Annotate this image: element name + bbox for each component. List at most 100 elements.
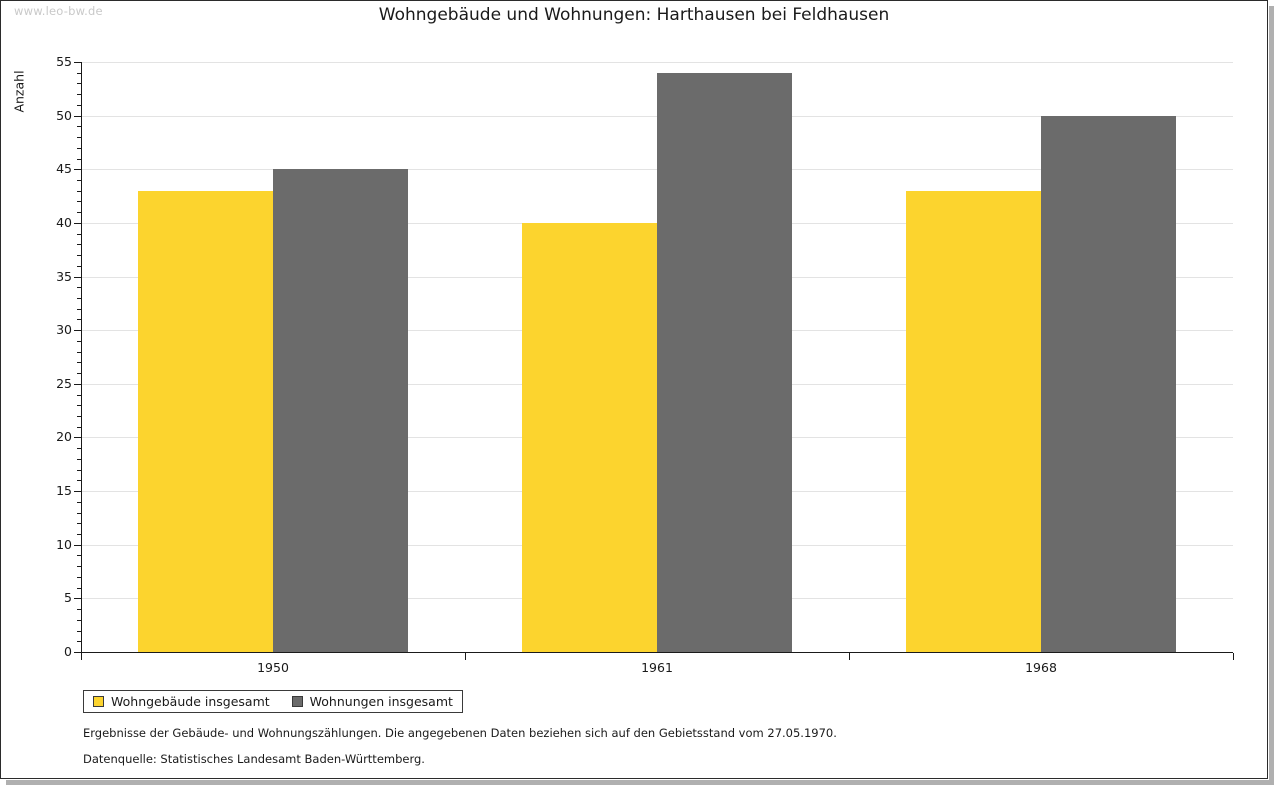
x-tick bbox=[849, 653, 850, 660]
x-tick-label: 1968 bbox=[1025, 660, 1057, 675]
y-tick-minor bbox=[77, 265, 81, 267]
y-tick-minor bbox=[77, 416, 81, 417]
y-tick-minor bbox=[77, 351, 81, 353]
y-tick-label: 45 bbox=[56, 161, 72, 177]
y-tick-minor bbox=[77, 534, 81, 535]
legend-swatch-icon bbox=[93, 695, 104, 707]
chart-legend: Wohngebäude insgesamt Wohnungen insgesamt bbox=[83, 690, 463, 713]
x-tick bbox=[465, 653, 466, 660]
watermark-text: www.leo-bw.de bbox=[14, 4, 103, 18]
y-tick-minor bbox=[77, 180, 81, 181]
y-tick-minor bbox=[77, 394, 81, 396]
y-tick-minor bbox=[77, 190, 81, 192]
y-tick-minor bbox=[77, 619, 81, 621]
bar bbox=[522, 222, 657, 652]
legend-label: Wohnungen insgesamt bbox=[309, 693, 453, 709]
frame-shadow-right bbox=[1269, 6, 1274, 785]
x-tick-label: 1961 bbox=[641, 660, 673, 675]
y-tick-label: 25 bbox=[56, 375, 72, 391]
y-tick-minor bbox=[77, 83, 81, 85]
y-tick-minor bbox=[77, 501, 81, 503]
bar bbox=[906, 190, 1041, 652]
y-tick-major bbox=[74, 598, 81, 600]
y-tick-minor bbox=[77, 576, 81, 578]
y-tick-major bbox=[74, 491, 81, 493]
bar bbox=[657, 72, 792, 652]
y-tick-minor bbox=[77, 104, 81, 106]
y-tick-minor bbox=[77, 641, 81, 643]
y-tick-minor bbox=[77, 609, 81, 611]
y-tick-minor bbox=[77, 373, 81, 375]
y-tick-minor bbox=[77, 362, 81, 364]
y-tick-major bbox=[74, 115, 81, 117]
y-tick-minor bbox=[77, 555, 81, 557]
y-tick-minor bbox=[77, 566, 81, 568]
bar bbox=[1041, 115, 1176, 652]
y-tick-label: 30 bbox=[56, 322, 72, 338]
y-tick-label: 10 bbox=[56, 536, 72, 552]
y-tick-minor bbox=[77, 158, 81, 160]
y-tick-minor bbox=[77, 319, 81, 321]
frame-shadow-bottom bbox=[6, 780, 1274, 785]
x-tick bbox=[81, 653, 82, 660]
y-tick-minor bbox=[77, 523, 81, 525]
y-tick-minor bbox=[77, 448, 81, 450]
y-tick-label: 0 bbox=[64, 644, 72, 659]
y-tick-minor bbox=[77, 587, 81, 589]
gridline bbox=[82, 62, 1233, 63]
x-tick bbox=[1233, 653, 1234, 660]
y-tick-minor bbox=[77, 94, 81, 96]
y-tick-minor bbox=[77, 630, 81, 632]
y-tick-major bbox=[74, 330, 81, 332]
legend-item-0[interactable]: Wohngebäude insgesamt bbox=[93, 694, 270, 709]
y-tick-minor bbox=[77, 458, 81, 460]
x-axis-line bbox=[81, 652, 1233, 653]
y-tick-minor bbox=[77, 201, 81, 203]
chart-title: Wohngebäude und Wohnungen: Harthausen be… bbox=[378, 5, 890, 25]
y-axis-line bbox=[81, 62, 82, 652]
y-tick-label: 40 bbox=[56, 214, 72, 230]
footnote-source: Datenquelle: Statistisches Landesamt Bad… bbox=[83, 752, 425, 766]
y-tick-major bbox=[74, 276, 81, 278]
footnote-methodology: Ergebnisse der Gebäude- und Wohnungszähl… bbox=[83, 726, 837, 740]
y-tick-major bbox=[74, 62, 81, 63]
y-tick-minor bbox=[77, 298, 81, 299]
y-tick-major bbox=[74, 437, 81, 439]
y-tick-label: 55 bbox=[56, 54, 72, 69]
y-tick-minor bbox=[77, 340, 81, 342]
y-tick-major bbox=[74, 222, 81, 224]
y-tick-label: 15 bbox=[56, 483, 72, 499]
y-tick-minor bbox=[77, 512, 81, 514]
y-tick-minor bbox=[77, 308, 81, 310]
y-tick-minor bbox=[77, 244, 81, 246]
y-tick-minor bbox=[77, 212, 81, 214]
y-tick-label: 35 bbox=[56, 268, 72, 284]
x-tick-label: 1950 bbox=[257, 660, 289, 675]
plot-area: 1950 1961 1968 bbox=[74, 62, 1234, 675]
y-tick-major bbox=[74, 544, 81, 546]
y-tick-minor bbox=[77, 480, 81, 482]
y-axis-tick-labels: 0 5 10 15 20 25 30 35 40 45 50 55 bbox=[0, 54, 72, 659]
legend-label: Wohngebäude insgesamt bbox=[111, 693, 270, 709]
y-tick-major bbox=[74, 652, 81, 653]
y-tick-label: 20 bbox=[56, 429, 72, 445]
y-tick-minor bbox=[77, 233, 81, 235]
bar bbox=[138, 190, 273, 652]
y-tick-label: 50 bbox=[56, 107, 72, 123]
legend-item-1[interactable]: Wohnungen insgesamt bbox=[291, 693, 453, 709]
y-tick-minor bbox=[77, 137, 81, 139]
y-tick-minor bbox=[77, 255, 81, 257]
y-tick-minor bbox=[77, 126, 81, 128]
y-tick-major bbox=[74, 169, 81, 171]
y-tick-minor bbox=[77, 405, 81, 407]
y-tick-minor bbox=[77, 426, 81, 428]
legend-swatch-icon bbox=[291, 695, 303, 707]
y-tick-minor bbox=[77, 72, 81, 74]
y-tick-minor bbox=[77, 469, 81, 471]
y-tick-label: 5 bbox=[64, 590, 72, 606]
y-tick-major bbox=[74, 383, 81, 385]
y-tick-minor bbox=[77, 287, 81, 289]
bar bbox=[273, 169, 408, 652]
y-tick-minor bbox=[77, 147, 81, 149]
